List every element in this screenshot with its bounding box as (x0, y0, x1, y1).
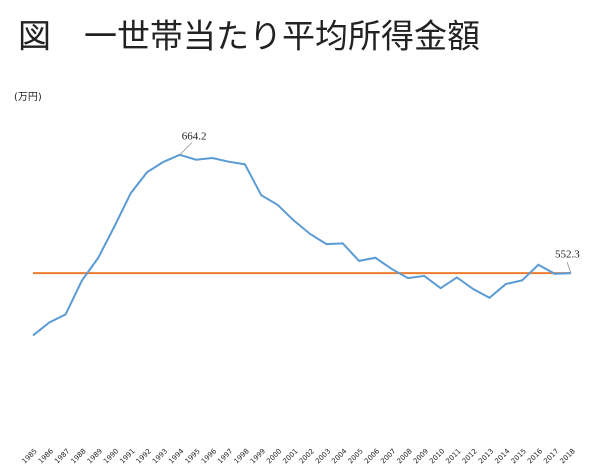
x-tick-label: 2014 (493, 447, 512, 466)
x-tick-label: 1992 (135, 447, 153, 465)
x-tick-label: 2016 (526, 447, 545, 466)
x-tick-label: 2018 (559, 447, 577, 465)
x-tick-label: 1990 (102, 447, 120, 465)
x-tick-label: 1987 (53, 447, 71, 465)
x-tick-label: 1986 (37, 447, 56, 466)
x-tick-label: 2003 (314, 447, 332, 465)
x-tick-label: 2012 (461, 447, 479, 465)
x-tick-label: 2007 (379, 447, 397, 465)
x-tick-label: 2009 (412, 447, 430, 465)
x-tick-label: 1985 (21, 447, 39, 465)
x-tick-label: 2013 (477, 447, 495, 465)
x-tick-label: 2001 (281, 447, 299, 465)
x-tick-label: 2005 (347, 447, 365, 465)
annotation-leader (179, 142, 193, 156)
x-tick-label: 1988 (69, 447, 87, 465)
x-tick-label: 2000 (265, 447, 283, 465)
x-tick-label: 2008 (396, 447, 414, 465)
annotation-leader (566, 261, 572, 274)
chart-title: 図 一世帯当たり平均所得金額 (18, 17, 480, 56)
x-tick-label: 1998 (233, 447, 251, 465)
annotation: 664.2 (182, 130, 207, 142)
x-tick-label: 2004 (330, 447, 349, 466)
data-line (32, 153, 572, 337)
x-tick-label: 2010 (428, 447, 446, 465)
x-tick-label: 1993 (151, 447, 169, 465)
x-tick-label: 2011 (444, 447, 462, 465)
x-tick-label: 1999 (249, 447, 267, 465)
x-tick-label: 1996 (200, 447, 219, 466)
x-tick-label: 1997 (216, 447, 234, 465)
x-tick-label: 1995 (184, 447, 202, 465)
x-tick-label: 2006 (363, 447, 382, 466)
annotation: 552.3 (555, 249, 580, 261)
x-tick-label: 1991 (118, 447, 136, 465)
x-tick-label: 2015 (510, 447, 528, 465)
x-tick-label: 2002 (298, 447, 316, 465)
x-tick-label: 2017 (542, 447, 560, 465)
x-tick-label: 1989 (86, 447, 104, 465)
unit-label: (万円) (14, 92, 42, 103)
x-tick-label: 1994 (167, 447, 186, 466)
